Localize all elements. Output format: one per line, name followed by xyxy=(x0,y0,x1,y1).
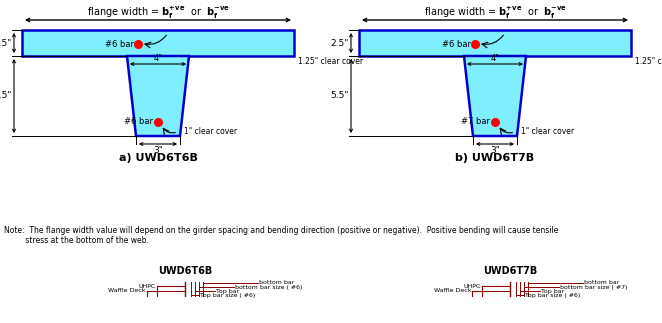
Text: #6 bar: #6 bar xyxy=(442,40,471,49)
Text: UHPC: UHPC xyxy=(139,284,156,288)
Polygon shape xyxy=(22,30,294,56)
Text: 4": 4" xyxy=(491,54,500,63)
Text: Top bar: Top bar xyxy=(216,288,239,294)
Text: 5.5": 5.5" xyxy=(0,91,12,100)
Text: UHPC: UHPC xyxy=(464,284,481,288)
Polygon shape xyxy=(127,56,189,136)
Text: 3": 3" xyxy=(490,146,500,155)
Polygon shape xyxy=(464,56,526,136)
Text: Waffle Deck: Waffle Deck xyxy=(109,288,146,294)
Text: Top bar size ( #6): Top bar size ( #6) xyxy=(200,293,256,297)
Text: UWD6T7B: UWD6T7B xyxy=(483,266,537,276)
Text: Top bar size ( #6): Top bar size ( #6) xyxy=(525,293,581,297)
Text: b) UWD6T7B: b) UWD6T7B xyxy=(455,153,534,163)
Text: #6 bar: #6 bar xyxy=(105,40,134,49)
Text: 3": 3" xyxy=(153,146,163,155)
Text: #7 bar: #7 bar xyxy=(461,118,490,127)
Text: Waffle Deck: Waffle Deck xyxy=(434,288,471,294)
Text: flange width = $\mathbf{b_f^{+ve}}$  or  $\mathbf{b_f^{-ve}}$: flange width = $\mathbf{b_f^{+ve}}$ or $… xyxy=(87,5,230,21)
Text: 4": 4" xyxy=(154,54,162,63)
Polygon shape xyxy=(359,30,631,56)
Text: 1.25" clear cover: 1.25" clear cover xyxy=(635,57,662,66)
Text: 5.5": 5.5" xyxy=(330,91,349,100)
Text: flange width = $\mathbf{b_f^{+ve}}$  or  $\mathbf{b_f^{-ve}}$: flange width = $\mathbf{b_f^{+ve}}$ or $… xyxy=(424,5,567,21)
Text: Note:  The flange width value will depend on the girder spacing and bending dire: Note: The flange width value will depend… xyxy=(4,226,558,245)
Text: bottom bar: bottom bar xyxy=(259,280,295,286)
Text: 1.25" clear cover: 1.25" clear cover xyxy=(298,57,363,66)
Text: 1" clear cover: 1" clear cover xyxy=(521,128,574,137)
Text: bottom bar size ( #6): bottom bar size ( #6) xyxy=(235,285,303,289)
Text: a) UWD6T6B: a) UWD6T6B xyxy=(118,153,197,163)
Text: bottom bar size ( #7): bottom bar size ( #7) xyxy=(560,285,628,289)
Text: 2.5": 2.5" xyxy=(0,38,12,47)
Text: 1" clear cover: 1" clear cover xyxy=(184,128,237,137)
Text: 2.5": 2.5" xyxy=(330,38,349,47)
Text: Top bar: Top bar xyxy=(541,288,564,294)
Text: UWD6T6B: UWD6T6B xyxy=(158,266,212,276)
Text: bottom bar: bottom bar xyxy=(584,280,620,286)
Text: #6 bar: #6 bar xyxy=(124,118,153,127)
